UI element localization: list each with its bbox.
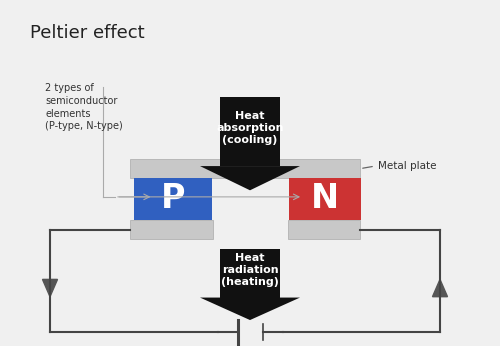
Bar bbox=[130, 220, 212, 239]
Bar bbox=[220, 249, 280, 298]
Text: 2 types of
semiconductor
elements
(P-type, N-type): 2 types of semiconductor elements (P-typ… bbox=[45, 83, 123, 131]
Text: Heat
absorption
(cooling): Heat absorption (cooling) bbox=[216, 111, 284, 145]
Polygon shape bbox=[200, 298, 300, 320]
Text: N: N bbox=[310, 182, 339, 216]
Bar bbox=[288, 220, 360, 239]
Polygon shape bbox=[200, 166, 300, 190]
Text: P: P bbox=[160, 182, 185, 216]
Bar bbox=[220, 97, 280, 166]
Bar bbox=[134, 178, 212, 220]
Polygon shape bbox=[42, 280, 58, 297]
Text: Heat
radiation
(heating): Heat radiation (heating) bbox=[221, 253, 279, 287]
Text: Metal plate: Metal plate bbox=[378, 161, 436, 171]
Bar bbox=[130, 159, 360, 178]
Polygon shape bbox=[432, 280, 448, 297]
Text: Peltier effect: Peltier effect bbox=[30, 24, 144, 42]
Bar bbox=[288, 178, 361, 220]
